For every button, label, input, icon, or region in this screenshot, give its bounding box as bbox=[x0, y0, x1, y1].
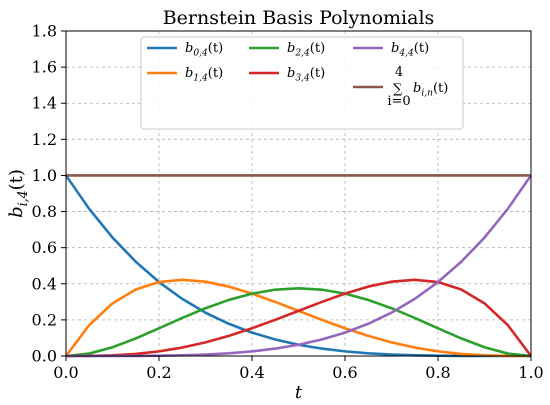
y-tick-label: 1.4 bbox=[32, 94, 57, 113]
x-tick-label: 0.6 bbox=[332, 363, 357, 382]
axis-titles: t bi,4(t) bbox=[6, 169, 303, 403]
legend-label: b0,4(t) bbox=[185, 41, 223, 59]
legend-label: ∑ 4 i=0bi,n(t) bbox=[387, 65, 448, 109]
x-tick-label: 0.4 bbox=[239, 363, 264, 382]
legend-label: b3,4(t) bbox=[287, 66, 325, 84]
y-tick-label: 0.0 bbox=[32, 347, 57, 366]
x-tick-label: 0.0 bbox=[53, 363, 78, 382]
legend: b0,4(t) b1,4(t) b2,4(t) b3,4(t) b4,4(t) ∑ 4 i=0… bbox=[140, 36, 464, 130]
svg-text:bi,n(t): bi,n(t) bbox=[413, 81, 448, 99]
series-line-4 bbox=[66, 174, 533, 358]
axis-ticks: 0.0 0.2 0.4 0.6 0.8 1.0 0.0 0.2 0.4 0.6 0.8 1.0 1.2 1… bbox=[32, 22, 544, 383]
legend-box bbox=[140, 36, 464, 130]
x-tick-label: 1.0 bbox=[518, 363, 543, 382]
svg-text:∑: ∑ bbox=[393, 82, 403, 97]
legend-label: b1,4(t) bbox=[185, 66, 223, 84]
legend-label: b2,4(t) bbox=[287, 41, 325, 59]
y-tick-label: 1.2 bbox=[32, 130, 57, 149]
svg-text:4: 4 bbox=[395, 65, 403, 80]
svg-text:i=0: i=0 bbox=[387, 94, 410, 109]
x-tick-label: 0.2 bbox=[146, 363, 171, 382]
chart-title: Bernstein Basis Polynomials bbox=[163, 7, 435, 29]
series-lines bbox=[64, 174, 533, 358]
x-axis-label: t bbox=[295, 382, 303, 403]
y-tick-label: 0.4 bbox=[32, 274, 57, 293]
x-tick-label: 0.8 bbox=[425, 363, 450, 382]
series-line-0 bbox=[64, 174, 531, 358]
legend-label: b4,4(t) bbox=[391, 41, 429, 59]
y-tick-label: 1.6 bbox=[32, 58, 57, 77]
y-tick-label: 1.0 bbox=[32, 166, 57, 185]
plot-frame bbox=[65, 30, 532, 357]
y-tick-label: 0.6 bbox=[32, 238, 57, 257]
y-tick-label: 0.8 bbox=[32, 202, 57, 221]
y-tick-label: 1.8 bbox=[32, 22, 57, 41]
series-line-2 bbox=[65, 286, 532, 358]
series-line-3 bbox=[65, 278, 533, 358]
y-axis-label: bi,4(t) bbox=[6, 169, 30, 218]
svg-text:bi,4(t): bi,4(t) bbox=[6, 169, 30, 218]
y-tick-label: 0.2 bbox=[32, 310, 57, 329]
